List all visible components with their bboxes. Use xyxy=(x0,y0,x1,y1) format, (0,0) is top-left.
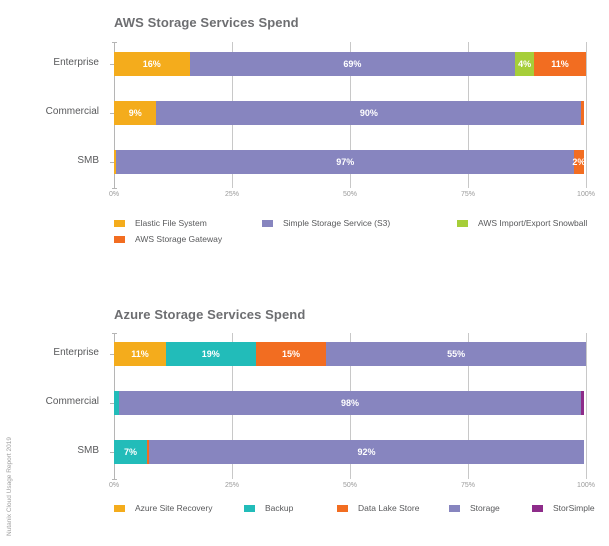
bar-segment xyxy=(581,101,584,125)
legend-label: Storage xyxy=(470,503,500,513)
legend-item: Data Lake Store xyxy=(337,503,419,513)
legend-swatch xyxy=(457,219,468,227)
axis-tick xyxy=(112,188,117,189)
category-tick xyxy=(110,354,115,355)
legend-label: Azure Site Recovery xyxy=(135,503,213,513)
category-tick xyxy=(110,64,115,65)
gridline xyxy=(586,42,587,188)
legend-swatch xyxy=(114,219,125,227)
category-tick xyxy=(110,452,115,453)
bar-segment: 97% xyxy=(116,150,575,174)
category-label: Enterprise xyxy=(53,347,99,358)
bar-segment: 11% xyxy=(534,52,586,76)
legend-item: StorSimple xyxy=(532,503,595,513)
x-tick-label: 0% xyxy=(108,191,120,198)
legend-label: StorSimple xyxy=(553,503,595,513)
legend-label: AWS Import/Export Snowball xyxy=(478,218,588,228)
axis-tick xyxy=(112,42,117,43)
bar-segment: 15% xyxy=(255,342,327,366)
legend-label: Simple Storage Service (S3) xyxy=(283,218,391,228)
x-tick-label: 50% xyxy=(342,191,358,198)
data-label: 2% xyxy=(572,157,586,167)
category-label: Commercial xyxy=(45,396,99,407)
data-label: 90% xyxy=(359,108,378,118)
legend-item: Simple Storage Service (S3) xyxy=(262,218,390,228)
data-label: 9% xyxy=(128,108,142,118)
data-label: 11% xyxy=(551,59,569,69)
report-footnote: Nutanix Cloud Usage Report 2019 xyxy=(6,436,13,536)
bar-segment: 19% xyxy=(165,342,256,366)
bar-segment: 90% xyxy=(156,101,582,125)
category-tick xyxy=(110,403,115,404)
category-tick xyxy=(110,113,115,114)
axis-tick xyxy=(112,333,117,334)
legend-item: Backup xyxy=(244,503,293,513)
legend-swatch xyxy=(114,504,125,512)
legend-item: Azure Site Recovery xyxy=(114,503,212,513)
x-tick-label: 0% xyxy=(108,482,120,489)
category-label: SMB xyxy=(77,445,99,456)
legend-swatch xyxy=(337,504,348,512)
x-tick-label: 75% xyxy=(460,482,476,489)
gridline xyxy=(586,333,587,479)
x-tick-label: 25% xyxy=(224,191,240,198)
bar-segment: 11% xyxy=(114,342,166,366)
x-tick-label: 100% xyxy=(577,191,595,198)
chart-title: Azure Storage Services Spend xyxy=(114,307,306,322)
data-label: 19% xyxy=(201,349,220,359)
legend-item: Elastic File System xyxy=(114,218,207,228)
data-label: 69% xyxy=(343,59,362,69)
legend-swatch xyxy=(244,504,255,512)
x-tick-label: 25% xyxy=(224,482,240,489)
legend-item: AWS Storage Gateway xyxy=(114,234,222,244)
bar-segment xyxy=(147,440,150,464)
data-label: 4% xyxy=(518,59,532,69)
x-tick-label: 75% xyxy=(460,191,476,198)
data-label: 55% xyxy=(447,349,466,359)
bar-segment: 98% xyxy=(118,391,582,415)
bar-segment: 69% xyxy=(189,52,516,76)
chart-title: AWS Storage Services Spend xyxy=(114,15,299,30)
bar-segment: 7% xyxy=(114,440,148,464)
category-label: Commercial xyxy=(45,106,99,117)
legend-swatch xyxy=(532,504,543,512)
legend-label: AWS Storage Gateway xyxy=(135,234,223,244)
bar-segment: 4% xyxy=(515,52,535,76)
category-label: Enterprise xyxy=(53,57,99,68)
data-label: 97% xyxy=(336,157,355,167)
data-label: 92% xyxy=(357,447,376,457)
x-tick-label: 100% xyxy=(577,482,595,489)
data-label: 7% xyxy=(124,447,138,457)
legend-item: AWS Import/Export Snowball xyxy=(457,218,587,228)
legend-swatch xyxy=(114,235,125,243)
x-tick-label: 50% xyxy=(342,482,358,489)
category-tick xyxy=(110,162,115,163)
legend-swatch xyxy=(262,219,273,227)
bar-segment xyxy=(114,150,117,174)
bar-segment: 55% xyxy=(326,342,586,366)
data-label: 98% xyxy=(340,398,359,408)
legend-swatch xyxy=(449,504,460,512)
bar-segment: 9% xyxy=(114,101,157,125)
bar-segment: 92% xyxy=(149,440,584,464)
data-label: 16% xyxy=(142,59,161,69)
bar-segment xyxy=(114,391,119,415)
category-label: SMB xyxy=(77,155,99,166)
legend-label: Backup xyxy=(265,503,294,513)
data-label: 11% xyxy=(131,349,149,359)
axis-tick xyxy=(112,479,117,480)
bar-segment xyxy=(581,391,584,415)
legend-label: Data Lake Store xyxy=(358,503,420,513)
bar-segment: 2% xyxy=(572,150,586,174)
legend-item: Storage xyxy=(449,503,500,513)
legend-label: Elastic File System xyxy=(135,218,207,228)
data-label: 15% xyxy=(281,349,300,359)
bar-segment: 16% xyxy=(114,52,190,76)
